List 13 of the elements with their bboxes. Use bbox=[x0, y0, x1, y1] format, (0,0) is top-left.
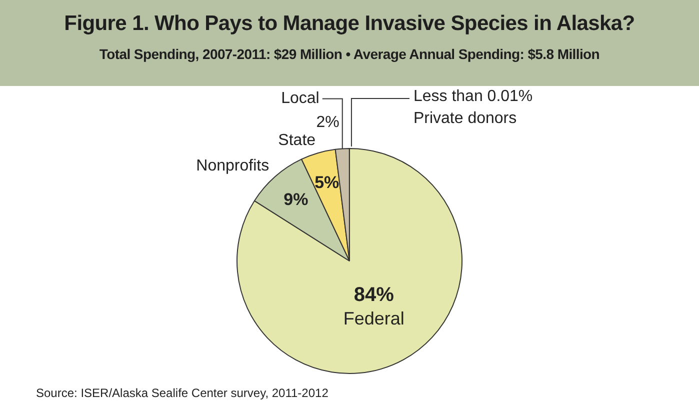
slice-label: Private donors bbox=[413, 110, 517, 127]
data-label: Less than 0.01% bbox=[413, 88, 533, 105]
slice-label: Nonprofits bbox=[196, 157, 270, 174]
chart-subtitle: Total Spending, 2007-2011: $29 Million • Average Annual Spending: $5.8 Million bbox=[98, 46, 601, 62]
slice-label: Federal bbox=[343, 308, 404, 328]
data-label: 5% bbox=[314, 172, 340, 192]
data-label: 2% bbox=[316, 114, 340, 132]
chart-title: Figure 1. Who Pays to Manage Invasive Species in Alaska? bbox=[63, 11, 636, 36]
data-label: 9% bbox=[284, 190, 308, 209]
data-label: 84% bbox=[354, 284, 394, 306]
slice-label: State bbox=[278, 132, 316, 149]
slice-label: Local bbox=[281, 90, 320, 108]
source-note: Source: ISER/Alaska Sealife Center survey, 2011-2012 bbox=[35, 386, 330, 400]
